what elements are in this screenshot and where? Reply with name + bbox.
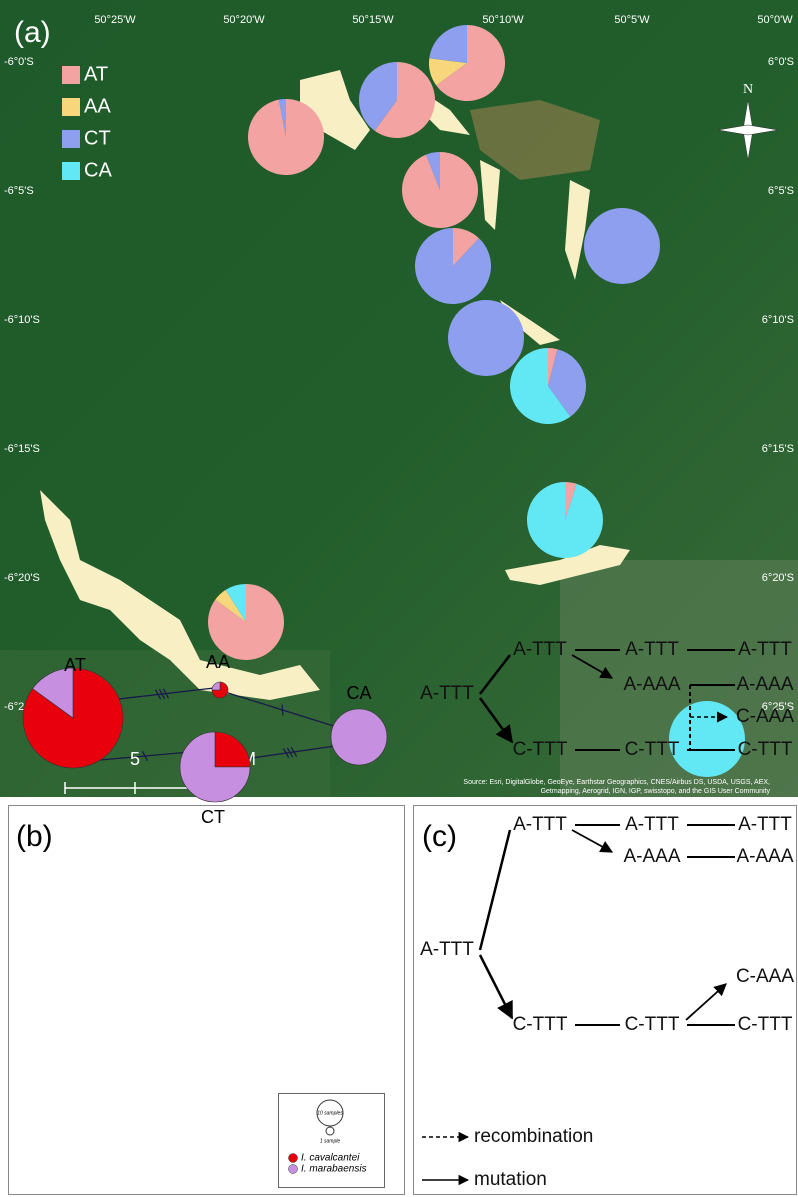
haplotype-label: CT [201,807,225,827]
legend-label: AA [84,95,111,117]
legend-label: I. marabaensis [301,1164,367,1175]
size-legend-label: 1 sample [320,1138,341,1144]
sequence-node: A-AAA [736,846,793,867]
sequence-node: A-TTT [420,683,474,704]
legend-label: mutation [474,1169,547,1190]
pie-slice [669,701,745,777]
compass-label: N [743,82,753,97]
sequence-node: C-TTT [513,1014,568,1035]
sequence-node: A-TTT [625,639,679,660]
latitude-label: 6°0'S [768,56,794,68]
longitude-label: 50°10'W [482,14,524,26]
latitude-label: 6°20'S [762,572,794,584]
panel-label: (b) [16,820,53,853]
longitude-label: 50°25'W [94,14,136,26]
sequence-node: A-TTT [420,939,474,960]
figure: (a) N (b) (c) 50°25'W 50°20'W 50°15'W 50°10… [0,0,798,1197]
source-note: Getmapping, Aerogrid, IGN, IGP, swisstop… [541,788,771,795]
sequence-node: A-AAA [623,846,680,867]
latitude-label: -6°20'S [4,572,40,584]
latitude-label: -6°15'S [4,443,40,455]
latitude-label: 6°5'S [768,185,794,197]
pie-slice [415,228,491,304]
size-legend-label: 10 samples [317,1110,343,1116]
haplotype-label: AA [206,652,230,672]
sequence-node: A-TTT [738,639,792,660]
sequence-node: A-TTT [625,814,679,835]
legend-swatch [62,66,80,84]
sequence-node: A-TTT [513,639,567,660]
longitude-label: 50°15'W [352,14,394,26]
legend-label: CT [84,127,111,149]
sequence-node: C-TTT [625,1014,680,1035]
legend-swatch [289,1154,298,1163]
legend-label: I. cavalcantei [301,1153,360,1164]
latitude-label: -6°5'S [4,185,34,197]
sequence-node: C-AAA [736,706,794,727]
mutation-hatch [282,705,283,716]
haplotype-label: CA [346,683,371,703]
scale-label: 5 [130,749,140,769]
longitude-label: 50°5'W [614,14,650,26]
pie-slice [448,300,524,376]
pie-slice [331,709,387,765]
sequence-node: C-TTT [738,739,793,760]
sequence-node: A-AAA [623,674,680,695]
latitude-label: -6°0'S [4,56,34,68]
longitude-label: 50°20'W [223,14,265,26]
legend-label: CA [84,159,112,181]
legend-swatch [62,130,80,148]
longitude-label: 50°0'W [757,14,793,26]
sequence-node: C-TTT [513,739,568,760]
sequence-node: C-TTT [738,1014,793,1035]
legend-label: AT [84,63,108,85]
source-note: Source: Esri, DigitalGlobe, GeoEye, Eart… [463,779,770,786]
legend-label: recombination [474,1126,593,1147]
haplotype-label: AT [64,655,86,675]
sequence-node: C-TTT [625,739,680,760]
pie-slice [527,482,603,558]
latitude-label: -6°10'S [4,314,40,326]
panel-label: (a) [14,16,51,49]
legend-swatch [289,1165,298,1174]
sequence-node: A-TTT [738,814,792,835]
sequence-node: A-AAA [736,674,793,695]
latitude-label: 6°10'S [762,314,794,326]
legend-swatch [62,162,80,180]
panel-label: (c) [422,820,457,853]
sequence-node: C-AAA [736,966,794,987]
legend-swatch [62,98,80,116]
latitude-label: 6°15'S [762,443,794,455]
pie-slice [584,208,660,284]
sequence-node: A-TTT [513,814,567,835]
